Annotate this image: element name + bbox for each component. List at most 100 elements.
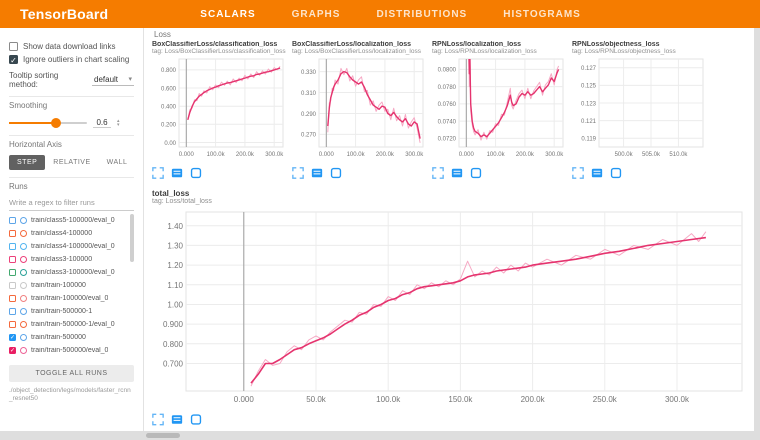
fit-domain-icon[interactable]: [190, 413, 202, 425]
checkbox-unchecked-icon[interactable]: [9, 42, 18, 51]
chart-title: RPNLoss/objectness_loss: [572, 41, 708, 48]
run-checkbox[interactable]: [9, 282, 16, 289]
tag-group-header-loss[interactable]: Loss: [152, 30, 754, 41]
run-color-circle-icon: [20, 256, 27, 263]
run-item[interactable]: train/class5-100000/eval_0: [9, 214, 134, 227]
scalar-chart-plot[interactable]: 0.7000.8000.9001.001.101.201.301.400.000…: [152, 206, 748, 406]
axis-wall-button[interactable]: WALL: [99, 155, 136, 170]
run-item[interactable]: train/train-500000-1/eval_0: [9, 318, 134, 331]
run-item[interactable]: train/train-100000/eval_0: [9, 292, 134, 305]
general-options-section: Show data download links ✓ Ignore outlie…: [9, 34, 134, 97]
run-item[interactable]: train/class3-100000: [9, 253, 134, 266]
fit-domain-icon[interactable]: [610, 167, 622, 179]
svg-text:0.800: 0.800: [163, 340, 184, 349]
checkbox-ignore-outliers[interactable]: ✓ Ignore outliers in chart scaling: [9, 55, 134, 64]
stepper-down-icon[interactable]: ▾: [117, 123, 120, 127]
axis-step-button[interactable]: STEP: [9, 155, 45, 170]
run-label: train/class3-100000/eval_0: [31, 269, 115, 276]
scalar-chart-plot[interactable]: 0.1190.1210.1230.1250.127500.0k505.0k510…: [572, 56, 706, 160]
scalar-chart-plot[interactable]: 0.07200.07400.07600.07800.08000.000100.0…: [432, 56, 566, 160]
run-checkbox[interactable]: [9, 256, 16, 263]
tab-graphs[interactable]: GRAPHS: [292, 9, 341, 20]
scalar-chart-plot[interactable]: 0.000.2000.4000.6000.8000.000100.0k200.0…: [152, 56, 286, 160]
fullscreen-icon[interactable]: [292, 167, 304, 179]
smoothing-label: Smoothing: [9, 101, 134, 110]
run-item[interactable]: train/class3-100000/eval_0: [9, 266, 134, 279]
svg-text:0.400: 0.400: [161, 104, 177, 110]
run-color-circle-icon: [20, 230, 27, 237]
toggle-all-runs-button[interactable]: TOGGLE ALL RUNS: [9, 365, 134, 382]
chart-card-rpn-localization-loss: RPNLoss/localization_loss tag: Loss/RPNL…: [432, 41, 568, 179]
chart-card-rpn-objectness-loss: RPNLoss/objectness_loss tag: Loss/RPNLos…: [572, 41, 708, 179]
runs-scrollbar[interactable]: [130, 214, 134, 262]
run-checkbox-checked[interactable]: ✓: [9, 334, 16, 341]
runs-filter-input[interactable]: [9, 195, 134, 211]
chart-card-box-localization-loss: BoxClassifierLoss/localization_loss tag:…: [292, 41, 428, 179]
fit-domain-icon[interactable]: [330, 167, 342, 179]
scalar-chart-plot[interactable]: 0.2700.2900.3100.3300.000100.0k200.0k300…: [292, 56, 426, 160]
run-item[interactable]: ✓train/train-500000/eval_0: [9, 344, 134, 357]
run-checkbox[interactable]: [9, 217, 16, 224]
run-checkbox[interactable]: [9, 269, 16, 276]
svg-text:200.0k: 200.0k: [236, 152, 255, 158]
svg-text:0.000: 0.000: [179, 152, 195, 158]
run-checkbox[interactable]: [9, 321, 16, 328]
run-checkbox[interactable]: [9, 308, 16, 315]
svg-text:0.200: 0.200: [161, 123, 177, 129]
run-color-circle-icon: [20, 347, 27, 354]
fullscreen-icon[interactable]: [152, 167, 164, 179]
run-checkbox[interactable]: [9, 295, 16, 302]
smoothing-value-input[interactable]: [93, 118, 111, 128]
svg-text:300.0k: 300.0k: [265, 152, 284, 158]
svg-text:100.0k: 100.0k: [376, 395, 401, 404]
log-scale-icon[interactable]: [171, 167, 183, 179]
svg-text:300.0k: 300.0k: [405, 152, 424, 158]
svg-text:0.0800: 0.0800: [438, 68, 457, 74]
run-color-circle-icon: [20, 217, 27, 224]
log-scale-icon[interactable]: [451, 167, 463, 179]
svg-text:0.125: 0.125: [581, 84, 597, 90]
tooltip-sorting-select[interactable]: default ▾: [92, 74, 134, 86]
run-item[interactable]: train/train-500000-1: [9, 305, 134, 318]
smoothing-slider-thumb[interactable]: [51, 118, 61, 128]
fit-domain-icon[interactable]: [190, 167, 202, 179]
horizontal-scrollbar[interactable]: [0, 431, 760, 440]
chart-title: total_loss: [152, 189, 754, 198]
checkbox-checked-icon[interactable]: ✓: [9, 55, 18, 64]
smoothing-section: Smoothing ▴▾: [9, 97, 134, 136]
svg-text:200.0k: 200.0k: [521, 395, 546, 404]
fullscreen-icon[interactable]: [152, 413, 164, 425]
tab-scalars[interactable]: SCALARS: [200, 9, 255, 20]
run-label: train/train-500000-1/eval_0: [31, 321, 115, 328]
run-checkbox-checked[interactable]: ✓: [9, 347, 16, 354]
axis-relative-button[interactable]: RELATIVE: [45, 155, 98, 170]
tab-histograms[interactable]: HISTOGRAMS: [503, 9, 581, 20]
run-item[interactable]: train/class4-100000: [9, 227, 134, 240]
chart-card-classification-loss: BoxClassifierLoss/classification_loss ta…: [152, 41, 288, 179]
fullscreen-icon[interactable]: [432, 167, 444, 179]
log-scale-icon[interactable]: [171, 413, 183, 425]
run-item[interactable]: ✓train/train-500000: [9, 331, 134, 344]
log-scale-icon[interactable]: [311, 167, 323, 179]
smoothing-slider[interactable]: [9, 122, 87, 124]
run-color-circle-icon: [20, 282, 27, 289]
small-charts-row: BoxClassifierLoss/classification_loss ta…: [152, 41, 754, 179]
run-item[interactable]: train/class4-100000/eval_0: [9, 240, 134, 253]
run-checkbox[interactable]: [9, 243, 16, 250]
horizontal-scrollbar-thumb[interactable]: [146, 433, 180, 438]
tab-distributions[interactable]: DISTRIBUTIONS: [376, 9, 467, 20]
fit-domain-icon[interactable]: [470, 167, 482, 179]
fullscreen-icon[interactable]: [572, 167, 584, 179]
smoothing-stepper[interactable]: ▴▾: [117, 119, 120, 127]
svg-text:0.0740: 0.0740: [438, 119, 457, 125]
svg-text:300.0k: 300.0k: [665, 395, 690, 404]
log-scale-icon[interactable]: [591, 167, 603, 179]
run-item[interactable]: train/train-100000: [9, 279, 134, 292]
svg-text:100.0k: 100.0k: [487, 152, 506, 158]
svg-text:50.0k: 50.0k: [306, 395, 327, 404]
run-label: train/train-100000: [31, 282, 86, 289]
chart-title: RPNLoss/localization_loss: [432, 41, 568, 48]
svg-text:300.0k: 300.0k: [545, 152, 564, 158]
checkbox-show-data-download-links[interactable]: Show data download links: [9, 42, 134, 51]
run-checkbox[interactable]: [9, 230, 16, 237]
